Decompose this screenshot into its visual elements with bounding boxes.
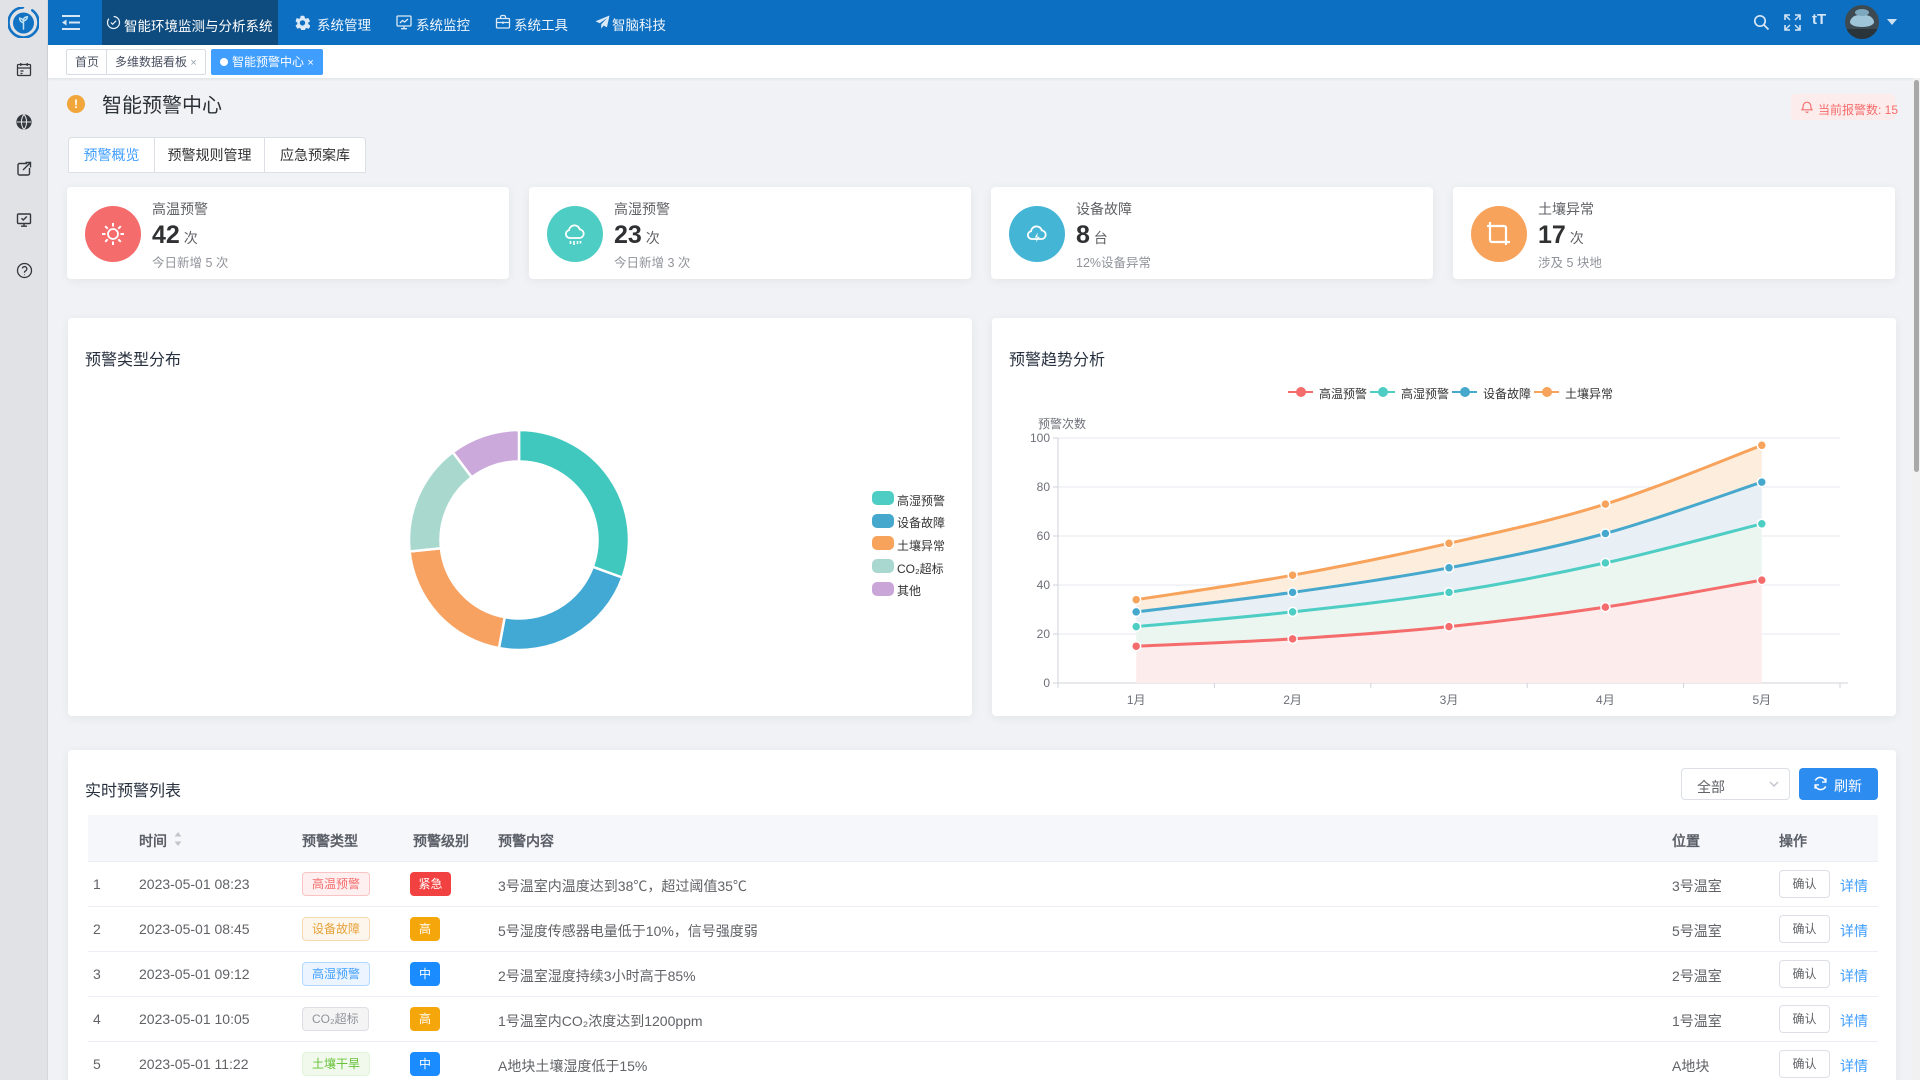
svg-text:60: 60 — [1037, 529, 1051, 543]
svg-text:80: 80 — [1037, 480, 1051, 494]
svg-text:3月: 3月 — [1440, 693, 1459, 707]
svg-text:1月: 1月 — [1127, 693, 1146, 707]
svg-text:100: 100 — [1030, 431, 1050, 445]
svg-text:0: 0 — [1043, 676, 1050, 690]
svg-text:4月: 4月 — [1596, 693, 1615, 707]
svg-text:5月: 5月 — [1752, 693, 1771, 707]
svg-text:2月: 2月 — [1283, 693, 1302, 707]
svg-text:40: 40 — [1037, 578, 1051, 592]
svg-text:20: 20 — [1037, 627, 1051, 641]
